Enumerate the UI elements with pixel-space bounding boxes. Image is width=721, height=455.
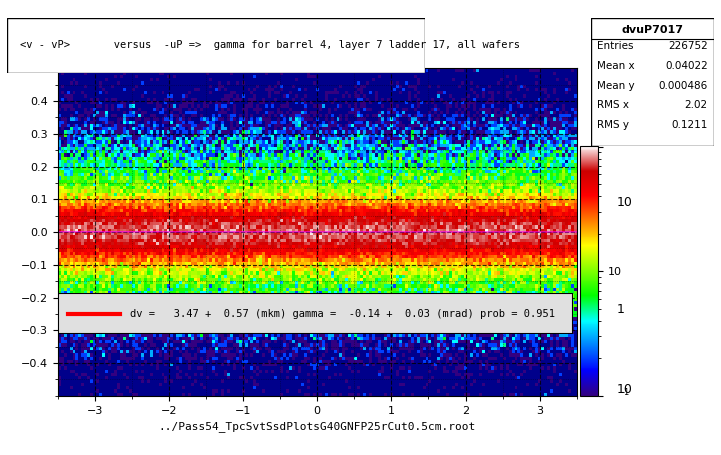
Text: 0.000486: 0.000486 [658,81,707,91]
Text: 226752: 226752 [668,41,707,51]
Text: Mean x: Mean x [597,61,635,71]
Text: 0.1211: 0.1211 [671,120,707,130]
Text: 0.04022: 0.04022 [665,61,707,71]
Text: RMS x: RMS x [597,101,629,111]
Text: Entries: Entries [597,41,634,51]
Text: 10: 10 [616,196,632,209]
Text: <v - vP>       versus  -uP =>  gamma for barrel 4, layer 7 ladder 17, all wafers: <v - vP> versus -uP => gamma for barrel … [19,40,520,51]
Text: -1: -1 [622,388,629,397]
Text: RMS y: RMS y [597,120,629,130]
Text: Mean y: Mean y [597,81,635,91]
X-axis label: ../Pass54_TpcSvtSsdPlotsG40GNFP25rCut0.5cm.root: ../Pass54_TpcSvtSsdPlotsG40GNFP25rCut0.5… [159,421,476,432]
Text: 10: 10 [616,383,632,395]
Text: dv =   3.47 +  0.57 (mkm) gamma =  -0.14 +  0.03 (mrad) prob = 0.951: dv = 3.47 + 0.57 (mkm) gamma = -0.14 + 0… [130,309,555,319]
Text: 1: 1 [616,303,624,316]
Text: 2.02: 2.02 [684,101,707,111]
Text: dvuP7017: dvuP7017 [622,25,684,35]
